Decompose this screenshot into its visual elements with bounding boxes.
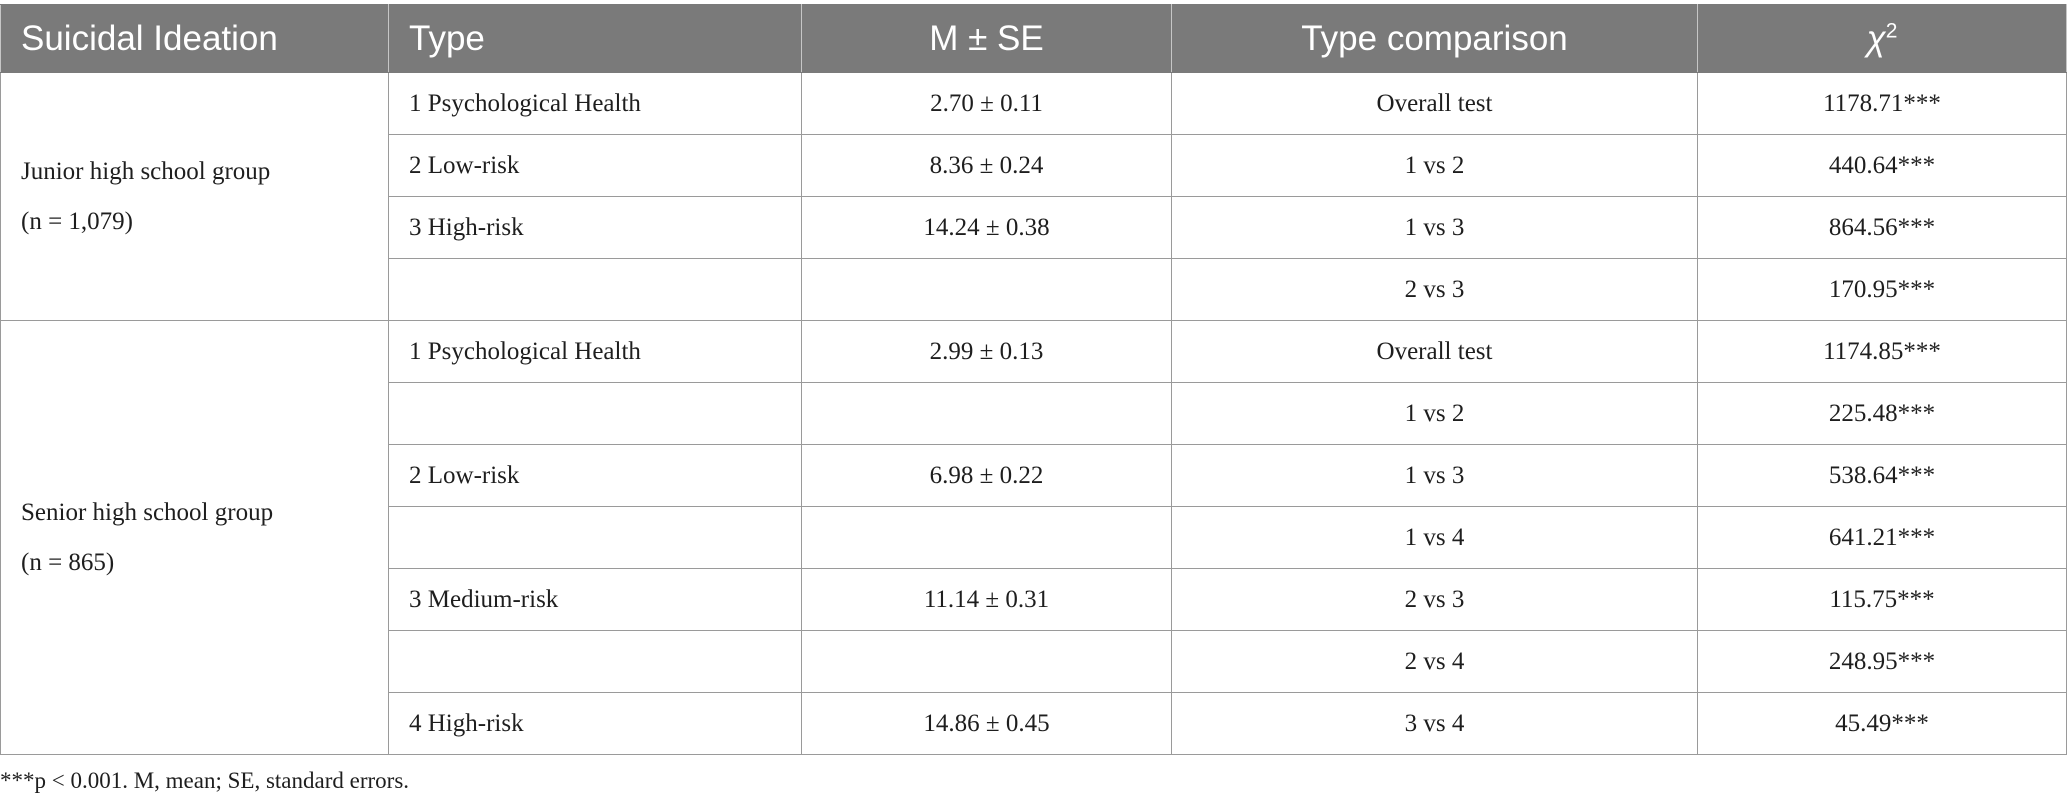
chi-square-cell: 170.95*** [1697,258,2067,321]
mse-cell: 14.86 ± 0.45 [801,692,1172,755]
type-cell: 1 Psychological Health [388,320,802,383]
chi-square-cell: 538.64*** [1697,444,2067,507]
mse-cell [801,258,1172,321]
type-cell: 2 Low-risk [388,134,802,197]
comparison-cell: 2 vs 3 [1171,568,1698,631]
comparison-cell: 3 vs 4 [1171,692,1698,755]
type-cell: 2 Low-risk [388,444,802,507]
table-footnote: ***p < 0.001. M, mean; SE, standard erro… [0,768,410,793]
mse-cell [801,382,1172,445]
table-row: 1 vs 4 641.21*** [1,506,2067,569]
comparison-cell: 2 vs 3 [1171,258,1698,321]
group-cell-junior: Junior high school group (n = 1,079) [0,72,389,321]
mse-cell: 11.14 ± 0.31 [801,568,1172,631]
header-mse: M ± SE [801,4,1172,73]
type-cell: 3 High-risk [388,196,802,259]
comparison-cell: 1 vs 3 [1171,444,1698,507]
comparison-cell: 1 vs 4 [1171,506,1698,569]
comparison-cell: 1 vs 3 [1171,196,1698,259]
header-row: Suicidal Ideation Type M ± SE Type compa… [0,4,2067,73]
comparison-cell: Overall test [1171,72,1698,135]
header-type: Type [388,4,802,73]
type-cell [388,382,802,445]
table-row: Senior high school group (n = 865) 1 Psy… [0,320,2067,755]
mse-cell [801,506,1172,569]
type-cell [388,506,802,569]
chi-square-cell: 45.49*** [1697,692,2067,755]
chi-square-cell: 1178.71*** [1697,72,2067,135]
table-row: 2 Low-risk 6.98 ± 0.22 1 vs 3 538.64*** [1,444,2067,507]
table-row: 4 High-risk 14.86 ± 0.45 3 vs 4 45.49*** [1,692,2067,755]
chi-superscript: 2 [1885,18,1898,42]
comparison-cell: 1 vs 2 [1171,134,1698,197]
chi-square-cell: 641.21*** [1697,506,2067,569]
header-chi-square: χ2 [1697,4,2067,73]
mse-cell: 8.36 ± 0.24 [801,134,1172,197]
type-cell: 3 Medium-risk [388,568,802,631]
table-row: 3 Medium-risk 11.14 ± 0.31 2 vs 3 115.75… [1,568,2067,631]
mse-cell [801,630,1172,693]
chi-square-cell: 115.75*** [1697,568,2067,631]
table-row: Junior high school group (n = 1,079) 1 P… [0,72,2067,321]
type-cell [388,258,802,321]
mse-cell: 2.99 ± 0.13 [801,320,1172,383]
results-table: Suicidal Ideation Type M ± SE Type compa… [0,4,2067,755]
group-cell-senior: Senior high school group (n = 865) [0,320,389,755]
type-cell [388,630,802,693]
mse-cell: 14.24 ± 0.38 [801,196,1172,259]
chi-symbol: χ [1866,18,1886,58]
chi-square-cell: 864.56*** [1697,196,2067,259]
chi-square-cell: 248.95*** [1697,630,2067,693]
chi-square-cell: 225.48*** [1697,382,2067,445]
group-n: (n = 865) [21,548,115,576]
group-n: (n = 1,079) [21,207,133,235]
type-cell: 4 High-risk [388,692,802,755]
comparison-cell: Overall test [1171,320,1698,383]
chi-square-cell: 440.64*** [1697,134,2067,197]
mse-cell: 2.70 ± 0.11 [801,72,1172,135]
group-label: Junior high school group [21,157,271,185]
table-row: 1 vs 2 225.48*** [1,382,2067,445]
comparison-cell: 2 vs 4 [1171,630,1698,693]
table-row: 2 vs 4 248.95*** [1,630,2067,693]
comparison-cell: 1 vs 2 [1171,382,1698,445]
type-cell: 1 Psychological Health [388,72,802,135]
mse-cell: 6.98 ± 0.22 [801,444,1172,507]
group-label: Senior high school group [21,498,274,526]
chi-square-cell: 1174.85*** [1697,320,2067,383]
table-row: 2 vs 3 170.95*** [1,258,2067,321]
header-suicidal-ideation: Suicidal Ideation [0,4,389,73]
header-type-comparison: Type comparison [1171,4,1698,73]
